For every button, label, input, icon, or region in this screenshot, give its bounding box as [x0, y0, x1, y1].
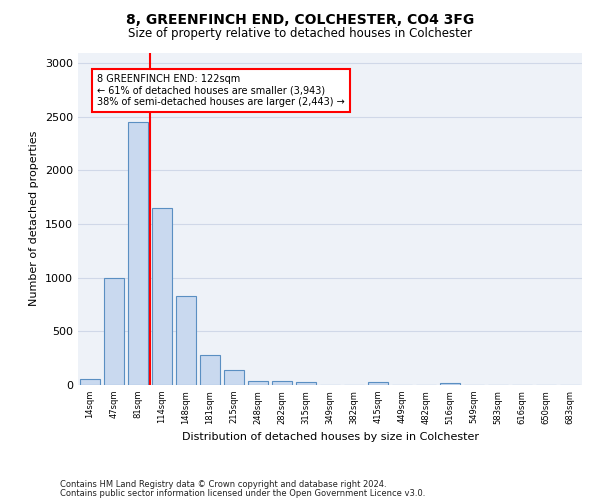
Text: Contains public sector information licensed under the Open Government Licence v3: Contains public sector information licen…	[60, 488, 425, 498]
Text: 8 GREENFINCH END: 122sqm
← 61% of detached houses are smaller (3,943)
38% of sem: 8 GREENFINCH END: 122sqm ← 61% of detach…	[97, 74, 345, 107]
Bar	[200, 355, 220, 385]
Bar	[272, 381, 292, 385]
Bar	[152, 208, 172, 385]
Bar	[248, 380, 268, 385]
Text: Contains HM Land Registry data © Crown copyright and database right 2024.: Contains HM Land Registry data © Crown c…	[60, 480, 386, 489]
Bar	[368, 382, 388, 385]
Bar	[176, 296, 196, 385]
Y-axis label: Number of detached properties: Number of detached properties	[29, 131, 40, 306]
Text: Size of property relative to detached houses in Colchester: Size of property relative to detached ho…	[128, 28, 472, 40]
Bar	[80, 379, 100, 385]
Bar	[104, 278, 124, 385]
Bar	[128, 122, 148, 385]
Text: 8, GREENFINCH END, COLCHESTER, CO4 3FG: 8, GREENFINCH END, COLCHESTER, CO4 3FG	[126, 12, 474, 26]
Bar	[296, 382, 316, 385]
X-axis label: Distribution of detached houses by size in Colchester: Distribution of detached houses by size …	[182, 432, 479, 442]
Bar	[440, 383, 460, 385]
Bar	[224, 370, 244, 385]
